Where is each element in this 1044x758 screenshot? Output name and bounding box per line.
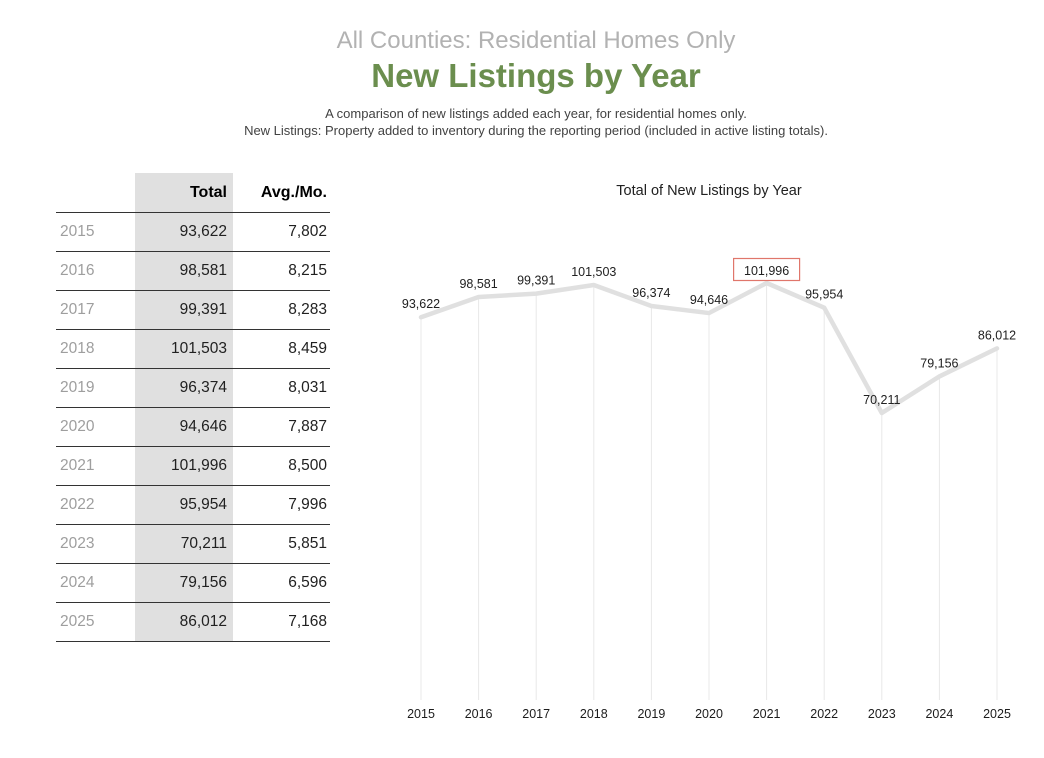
table-cell-year: 2018 xyxy=(60,340,95,357)
highlight-box xyxy=(733,257,801,282)
table-row: 2021 101,996 8,500 xyxy=(56,447,330,486)
table-cell-avg: 8,459 xyxy=(288,340,327,357)
data-label: 101,503 xyxy=(571,265,616,279)
column-header-year xyxy=(56,173,135,212)
x-axis-label: 2023 xyxy=(868,707,896,721)
table-row: 2020 94,646 7,887 xyxy=(56,408,330,447)
table-row: 2025 86,012 7,168 xyxy=(56,603,330,642)
table-cell-year: 2020 xyxy=(60,418,95,435)
table-cell-avg: 7,887 xyxy=(288,418,327,435)
data-label: 86,012 xyxy=(978,328,1016,342)
data-label: 99,391 xyxy=(517,274,555,288)
table-cell-total: 101,503 xyxy=(135,330,233,368)
table-row: 2018 101,503 8,459 xyxy=(56,330,330,369)
table-cell-year: 2016 xyxy=(60,262,95,279)
data-label: 96,374 xyxy=(632,286,670,300)
table-cell-total: 95,954 xyxy=(135,486,233,524)
table-cell-total: 86,012 xyxy=(135,603,233,641)
table-cell-year: 2022 xyxy=(60,496,95,513)
table-cell-total: 101,996 xyxy=(135,447,233,485)
table-cell-avg: 7,996 xyxy=(288,496,327,513)
x-axis-label: 2021 xyxy=(753,707,781,721)
data-label: 98,581 xyxy=(459,277,497,291)
table-cell-avg: 8,215 xyxy=(288,262,327,279)
table-row: 2023 70,211 5,851 xyxy=(56,525,330,564)
x-axis-label: 2018 xyxy=(580,707,608,721)
line-chart-svg: Total of New Listings by Year 93,622 98,58… xyxy=(402,183,1016,721)
x-axis-label: 2017 xyxy=(522,707,550,721)
table-cell-avg: 5,851 xyxy=(288,535,327,552)
x-axis-label: 2016 xyxy=(465,707,493,721)
line-chart: Total of New Listings by Year 93,622 98,58… xyxy=(390,170,1044,753)
table-row: 2024 79,156 6,596 xyxy=(56,564,330,603)
data-label: 94,646 xyxy=(690,293,728,307)
table-cell-total: 70,211 xyxy=(135,525,233,563)
table-cell-total: 96,374 xyxy=(135,369,233,407)
x-axis-label: 2015 xyxy=(407,707,435,721)
table-cell-total: 94,646 xyxy=(135,408,233,446)
table-cell-year: 2019 xyxy=(60,379,95,396)
table-cell-total: 93,622 xyxy=(135,213,233,251)
table-cell-total: 79,156 xyxy=(135,564,233,602)
table-cell-avg: 8,283 xyxy=(288,301,327,318)
table-cell-total: 99,391 xyxy=(135,291,233,329)
table-header-row: Total Avg./Mo. xyxy=(56,173,330,213)
data-label: 93,622 xyxy=(402,297,440,311)
table-cell-avg: 6,596 xyxy=(288,574,327,591)
column-header-avg-mo: Avg./Mo. xyxy=(260,183,327,201)
column-header-total: Total xyxy=(135,173,233,212)
report-subtitle: All Counties: Residential Homes Only xyxy=(336,27,736,54)
table-cell-year: 2024 xyxy=(60,574,95,591)
table-cell-year: 2017 xyxy=(60,301,95,318)
table-cell-total: 98,581 xyxy=(135,252,233,290)
page-title: New Listings by Year xyxy=(371,57,701,94)
table-cell-avg: 8,031 xyxy=(288,379,327,396)
x-axis-label: 2020 xyxy=(695,707,723,721)
table-row: 2017 99,391 8,283 xyxy=(56,291,330,330)
chart-title: Total of New Listings by Year xyxy=(616,183,802,199)
report-header: All Counties: Residential Homes Only New… xyxy=(0,26,1044,139)
table-body: 2015 93,622 7,802 2016 98,581 8,215 2017 99,391… xyxy=(56,213,330,642)
table-row: 2019 96,374 8,031 xyxy=(56,369,330,408)
table-row: 2015 93,622 7,802 xyxy=(56,213,330,252)
table-cell-year: 2023 xyxy=(60,535,95,552)
data-label: 70,211 xyxy=(863,393,900,407)
x-axis-label: 2019 xyxy=(637,707,665,721)
table-cell-year: 2025 xyxy=(60,613,95,630)
yearly-listings-table: Total Avg./Mo. 2015 93,622 7,802 2016 98,581… xyxy=(56,173,330,642)
x-axis-label: 2022 xyxy=(810,707,838,721)
table-cell-avg: 7,168 xyxy=(288,613,327,630)
x-axis-label: 2025 xyxy=(983,707,1011,721)
table-row: 2016 98,581 8,215 xyxy=(56,252,330,291)
table-cell-year: 2021 xyxy=(60,457,95,474)
report-description-line1: A comparison of new listings added each … xyxy=(325,106,747,121)
table-cell-year: 2015 xyxy=(60,223,95,240)
data-label-highlighted: 101,996 xyxy=(744,264,789,278)
data-label: 95,954 xyxy=(805,288,843,302)
table-cell-avg: 8,500 xyxy=(288,457,327,474)
table-row: 2022 95,954 7,996 xyxy=(56,486,330,525)
series-line xyxy=(418,280,1000,416)
report-description-line2: New Listings: Property added to inventor… xyxy=(244,123,828,138)
data-label: 79,156 xyxy=(920,356,958,370)
table-cell-avg: 7,802 xyxy=(288,223,327,240)
x-axis-label: 2024 xyxy=(925,707,953,721)
